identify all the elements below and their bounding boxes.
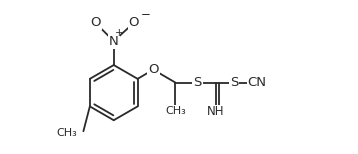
Text: NH: NH <box>207 105 224 118</box>
Text: CH₃: CH₃ <box>56 128 77 138</box>
Text: S: S <box>193 76 202 89</box>
Text: CN: CN <box>248 76 267 89</box>
Text: N: N <box>109 35 118 48</box>
Text: −: − <box>141 8 151 21</box>
Text: +: + <box>115 28 124 38</box>
Text: O: O <box>90 16 101 29</box>
Text: S: S <box>230 76 238 89</box>
Text: O: O <box>129 16 139 29</box>
Text: O: O <box>148 63 159 76</box>
Text: CH₃: CH₃ <box>165 106 186 116</box>
